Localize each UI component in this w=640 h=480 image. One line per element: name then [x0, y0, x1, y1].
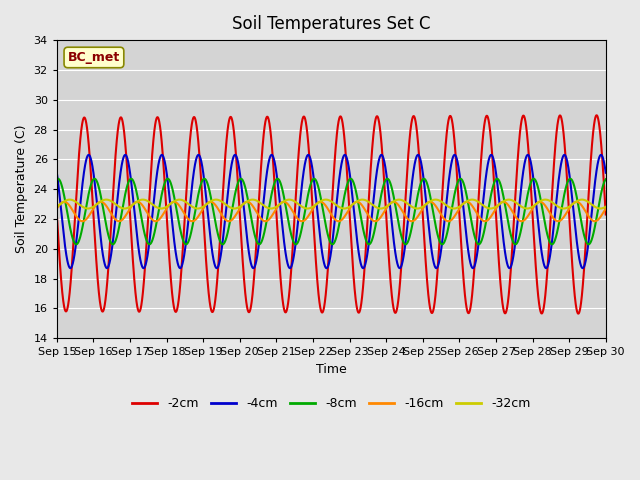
-32cm [579, 197, 587, 203]
-4cm [239, 200, 247, 206]
-32cm [596, 205, 604, 211]
-32cm [454, 204, 462, 210]
-2cm [454, 190, 462, 195]
-16cm [572, 199, 580, 205]
-4cm [579, 265, 587, 271]
Line: -4cm: -4cm [57, 155, 605, 268]
-2cm [470, 276, 477, 282]
-4cm [378, 152, 385, 158]
-16cm [602, 205, 609, 211]
-16cm [454, 208, 462, 214]
-32cm [572, 199, 580, 204]
-2cm [593, 112, 600, 118]
-8cm [239, 179, 247, 184]
-16cm [579, 204, 587, 210]
-4cm [470, 265, 477, 271]
-32cm [602, 204, 609, 210]
-32cm [66, 197, 74, 203]
-32cm [53, 204, 61, 210]
Line: -32cm: -32cm [57, 200, 605, 208]
Title: Soil Temperatures Set C: Soil Temperatures Set C [232, 15, 431, 33]
Y-axis label: Soil Temperature (C): Soil Temperature (C) [15, 125, 28, 253]
-8cm [602, 177, 609, 182]
-4cm [602, 170, 609, 176]
-8cm [255, 241, 263, 247]
-2cm [579, 284, 587, 289]
-16cm [313, 201, 321, 206]
-8cm [579, 227, 587, 232]
Line: -16cm: -16cm [57, 202, 605, 221]
-16cm [60, 199, 68, 204]
-8cm [470, 230, 477, 236]
-2cm [602, 212, 609, 217]
-2cm [239, 267, 247, 273]
-16cm [470, 205, 477, 211]
-2cm [313, 269, 321, 275]
-32cm [239, 201, 247, 207]
-32cm [313, 201, 321, 207]
-8cm [274, 176, 282, 181]
Line: -2cm: -2cm [57, 115, 605, 313]
Legend: -2cm, -4cm, -8cm, -16cm, -32cm: -2cm, -4cm, -8cm, -16cm, -32cm [127, 392, 536, 415]
-4cm [313, 201, 321, 207]
-4cm [396, 265, 404, 271]
-2cm [575, 311, 582, 316]
-32cm [470, 197, 477, 203]
-16cm [53, 205, 61, 211]
-16cm [239, 201, 247, 206]
-8cm [53, 177, 61, 182]
-8cm [572, 191, 580, 196]
-8cm [454, 178, 462, 184]
-4cm [572, 232, 580, 238]
-2cm [53, 212, 61, 217]
Line: -8cm: -8cm [57, 179, 605, 244]
-8cm [313, 179, 321, 185]
-2cm [572, 302, 580, 308]
X-axis label: Time: Time [316, 363, 347, 376]
Text: BC_met: BC_met [68, 51, 120, 64]
-4cm [454, 162, 462, 168]
-4cm [53, 170, 61, 176]
-16cm [591, 218, 598, 224]
